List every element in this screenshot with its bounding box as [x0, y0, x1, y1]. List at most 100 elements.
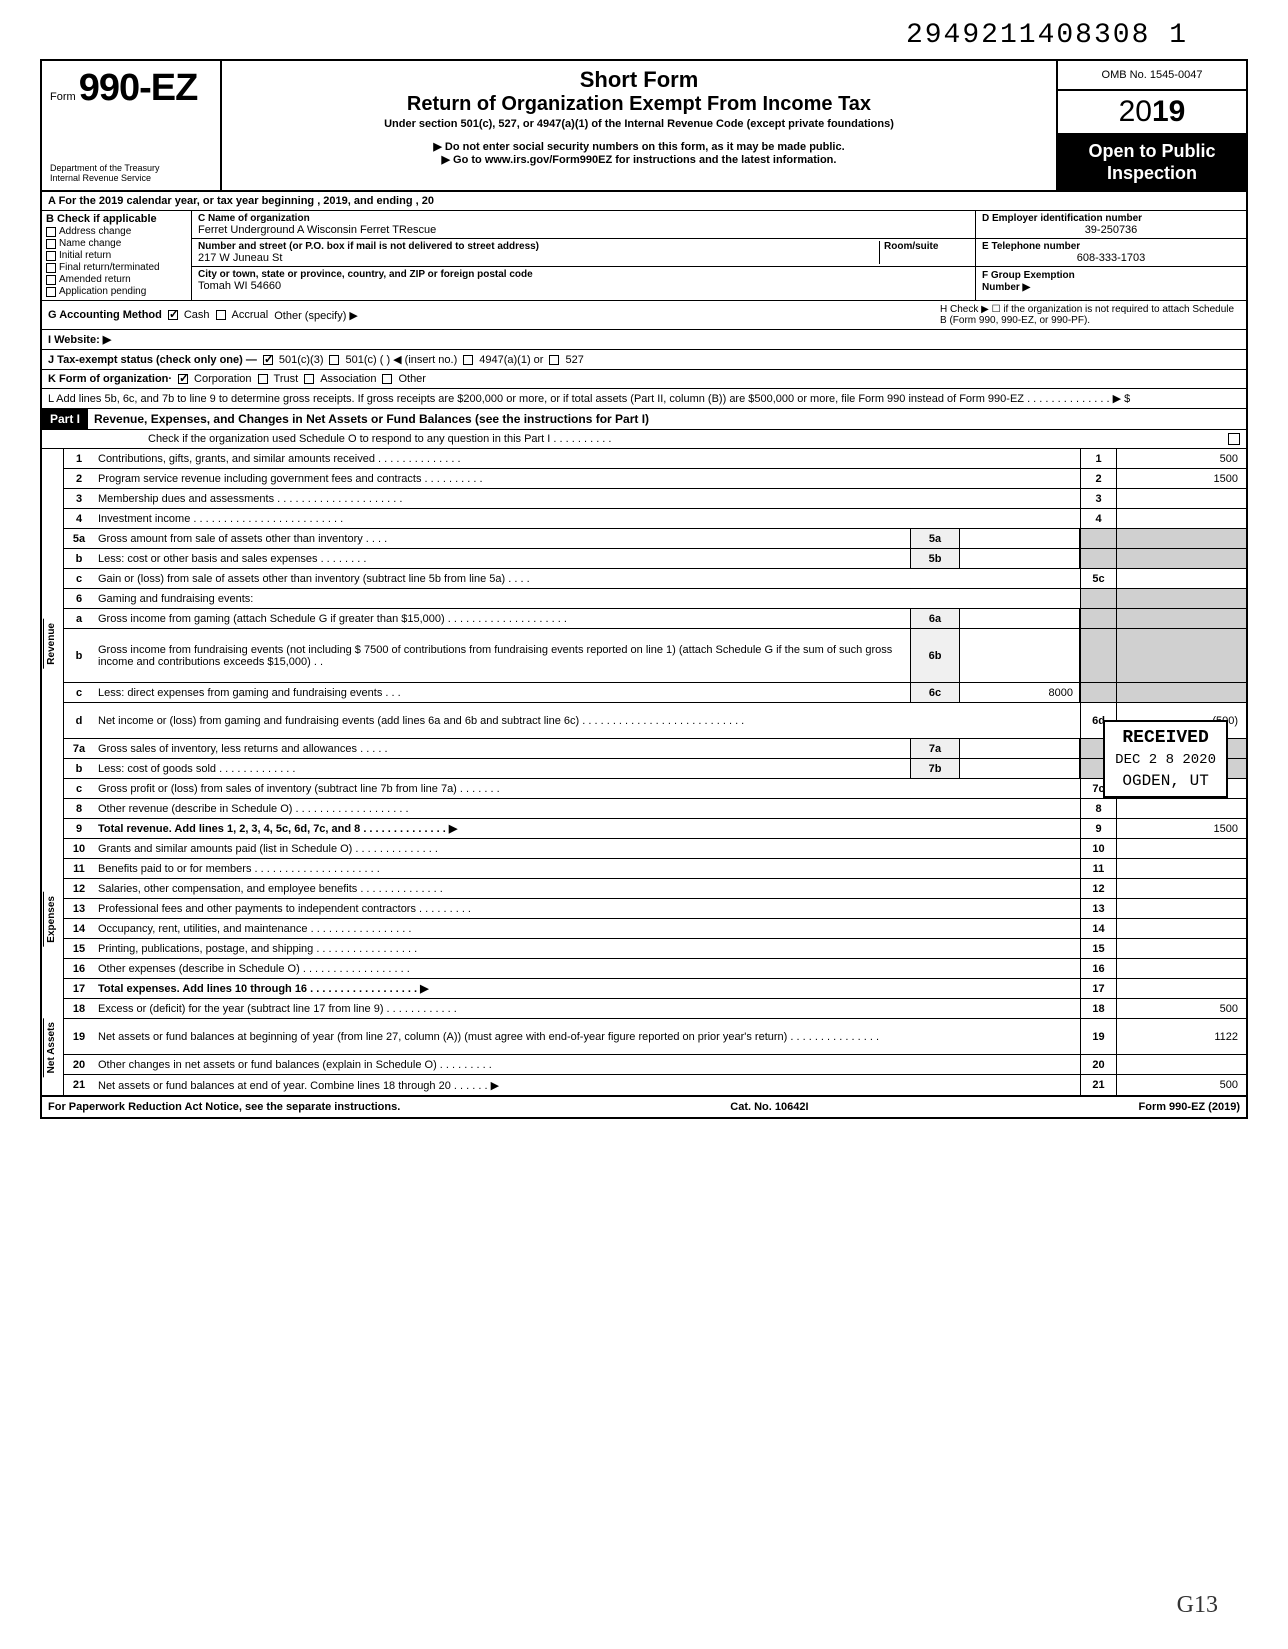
inner-val [960, 739, 1080, 758]
inner-box: 7a [910, 739, 960, 758]
inner-box: 6c [910, 683, 960, 702]
e-label: E Telephone number [982, 241, 1240, 252]
checkbox-accrual[interactable] [216, 310, 226, 320]
line-endval [1116, 799, 1246, 818]
inner-box: 5b [910, 549, 960, 568]
line-endval: 1500 [1116, 819, 1246, 838]
k-assoc: Association [320, 373, 376, 385]
line-endval [1116, 879, 1246, 898]
line-desc: Total revenue. Add lines 1, 2, 3, 4, 5c,… [94, 819, 1080, 838]
checkbox-501c3-checked[interactable] [263, 355, 273, 365]
line-endval [1116, 919, 1246, 938]
b-name-change[interactable]: Name change [46, 238, 187, 249]
g-accrual: Accrual [232, 309, 269, 321]
shaded-cell [1080, 549, 1116, 568]
line-endnum: 21 [1080, 1075, 1116, 1095]
handwritten-g13: G13 [1177, 1592, 1218, 1619]
form-number: 990-EZ [79, 67, 198, 109]
line-num: 15 [64, 939, 94, 958]
part1-header-row: Part I Revenue, Expenses, and Changes in… [42, 409, 1246, 430]
b-initial-return[interactable]: Initial return [46, 250, 187, 261]
checkbox-corp-checked[interactable] [178, 374, 188, 384]
expenses-section: Expenses 10 Grants and similar amounts p… [42, 839, 1246, 999]
line-endnum: 8 [1080, 799, 1116, 818]
check-o-text: Check if the organization used Schedule … [48, 433, 611, 445]
section-bcdef: B Check if applicable Address change Nam… [42, 211, 1246, 301]
b-address-change[interactable]: Address change [46, 226, 187, 237]
line-endnum: 17 [1080, 979, 1116, 998]
column-def: D Employer identification number 39-2507… [976, 211, 1246, 300]
line-num: 5a [64, 529, 94, 548]
row-k-form-org: K Form of organization· Corporation Trus… [42, 370, 1246, 389]
open-line1: Open to Public [1062, 141, 1242, 163]
line-9: 9 Total revenue. Add lines 1, 2, 3, 4, 5… [64, 819, 1246, 839]
line-desc: Salaries, other compensation, and employ… [94, 879, 1080, 898]
b-amended-return[interactable]: Amended return [46, 274, 187, 285]
checkbox-527[interactable] [549, 355, 559, 365]
inner-val [960, 629, 1080, 682]
line-num: 6 [64, 589, 94, 608]
checkbox-assoc[interactable] [304, 374, 314, 384]
h-schedule-b: H Check ▶ ☐ if the organization is not r… [940, 304, 1240, 326]
year-prefix: 20 [1119, 95, 1152, 128]
checkbox-4947[interactable] [463, 355, 473, 365]
c-addr-label: Number and street (or P.O. box if mail i… [198, 241, 879, 252]
line-num: 7a [64, 739, 94, 758]
row-g-accounting: G Accounting Method Cash Accrual Other (… [42, 301, 1246, 330]
line-endnum: 4 [1080, 509, 1116, 528]
city-state-zip: Tomah WI 54660 [198, 280, 969, 292]
row-a-calendar-year: A For the 2019 calendar year, or tax yea… [42, 192, 1246, 211]
j-label: J Tax-exempt status (check only one) — [48, 354, 257, 366]
line-14: 14 Occupancy, rent, utilities, and maint… [64, 919, 1246, 939]
line-endval: 1122 [1116, 1019, 1246, 1054]
line-desc: Benefits paid to or for members . . . . … [94, 859, 1080, 878]
line-num: c [64, 569, 94, 588]
line-5a: 5a Gross amount from sale of assets othe… [64, 529, 1246, 549]
line-endval [1116, 569, 1246, 588]
c-city-label: City or town, state or province, country… [198, 269, 969, 280]
line-endval [1116, 839, 1246, 858]
line-endnum: 11 [1080, 859, 1116, 878]
c-name-label: C Name of organization [198, 213, 969, 224]
checkbox-other[interactable] [382, 374, 392, 384]
line-num: b [64, 549, 94, 568]
line-num: 9 [64, 819, 94, 838]
checkbox-cash-checked[interactable] [168, 310, 178, 320]
checkbox-trust[interactable] [258, 374, 268, 384]
part1-label: Part I [42, 409, 88, 429]
form-header: Form 990-EZ Department of the Treasury I… [42, 61, 1246, 192]
org-name: Ferret Underground A Wisconsin Ferret TR… [198, 224, 969, 236]
stamp-ogden: OGDEN, UT [1115, 772, 1216, 790]
line-endval: 500 [1116, 449, 1246, 468]
line-desc: Gross sales of inventory, less returns a… [94, 739, 910, 758]
line-6d: d Net income or (loss) from gaming and f… [64, 703, 1246, 739]
line-8: 8 Other revenue (describe in Schedule O)… [64, 799, 1246, 819]
form-container: Form 990-EZ Department of the Treasury I… [40, 59, 1248, 1119]
line-num: 4 [64, 509, 94, 528]
checkbox-schedule-o[interactable] [1228, 433, 1240, 445]
line-num: 13 [64, 899, 94, 918]
checkbox-501c[interactable] [329, 355, 339, 365]
b-final-return[interactable]: Final return/terminated [46, 262, 187, 273]
line-num: b [64, 759, 94, 778]
line-num: 18 [64, 999, 94, 1018]
inner-val: 8000 [960, 683, 1080, 702]
line-desc: Gross income from fundraising events (no… [94, 629, 910, 682]
line-desc: Other changes in net assets or fund bala… [94, 1055, 1080, 1074]
line-desc: Excess or (deficit) for the year (subtra… [94, 999, 1080, 1018]
line-desc: Grants and similar amounts paid (list in… [94, 839, 1080, 858]
footer-center: Cat. No. 10642I [730, 1101, 808, 1113]
title-return: Return of Organization Exempt From Incom… [232, 93, 1046, 116]
line-11: 11 Benefits paid to or for members . . .… [64, 859, 1246, 879]
revenue-section: Revenue 1 Contributions, gifts, grants, … [42, 449, 1246, 839]
line-desc: Net income or (loss) from gaming and fun… [94, 703, 1080, 738]
line-desc: Contributions, gifts, grants, and simila… [94, 449, 1080, 468]
c-name-row: C Name of organization Ferret Undergroun… [192, 211, 975, 239]
line-endnum: 9 [1080, 819, 1116, 838]
b-application-pending[interactable]: Application pending [46, 286, 187, 297]
line-3: 3 Membership dues and assessments . . . … [64, 489, 1246, 509]
line-16: 16 Other expenses (describe in Schedule … [64, 959, 1246, 979]
line-num: c [64, 683, 94, 702]
shaded-cell [1080, 629, 1116, 682]
line-desc: Other revenue (describe in Schedule O) .… [94, 799, 1080, 818]
